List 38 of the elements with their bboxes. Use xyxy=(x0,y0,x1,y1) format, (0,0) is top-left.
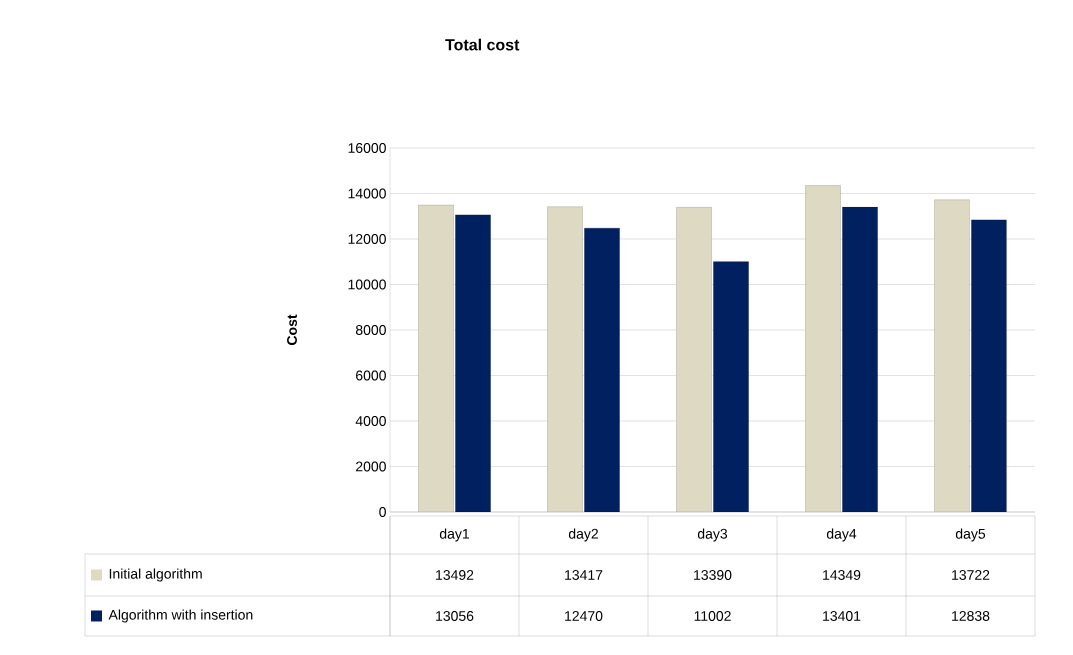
bar xyxy=(547,206,583,512)
bar xyxy=(584,228,620,512)
data-label: 13056 xyxy=(436,611,474,621)
x-tick-label: day3 xyxy=(697,528,728,542)
y-tick-label: 4000 xyxy=(355,416,386,426)
data-label: 14349 xyxy=(823,570,861,580)
y-tick-label: 16000 xyxy=(348,143,386,153)
data-label: 13417 xyxy=(565,570,603,580)
data-label: 12838 xyxy=(952,611,990,621)
y-axis-title: Cost xyxy=(287,314,297,345)
x-tick-label: day1 xyxy=(439,528,469,542)
y-tick-label: 10000 xyxy=(348,279,386,290)
bar xyxy=(418,204,454,512)
bar xyxy=(842,206,878,512)
y-tick-label: 2000 xyxy=(356,461,386,472)
data-label: 13492 xyxy=(436,570,474,580)
y-tick-label: 0 xyxy=(379,507,386,517)
data-label: 11002 xyxy=(694,611,731,621)
data-label: 13722 xyxy=(952,570,990,580)
y-tick-label: 12000 xyxy=(348,234,386,244)
x-tick-label: day2 xyxy=(568,528,598,542)
chart-title: Total cost xyxy=(445,38,520,51)
legend-label: Algorithm with insertion xyxy=(108,609,253,623)
legend-label: Initial algorithm xyxy=(109,568,202,582)
bar xyxy=(455,214,491,512)
data-label: 13390 xyxy=(694,570,732,580)
y-tick-label: 6000 xyxy=(356,370,386,381)
bar xyxy=(934,199,970,512)
y-tick-label: 8000 xyxy=(355,325,386,335)
data-label: 12470 xyxy=(565,611,603,621)
x-tick-label: day5 xyxy=(955,528,986,542)
bar xyxy=(676,207,712,512)
bar xyxy=(971,219,1007,512)
data-label: 13401 xyxy=(823,611,861,621)
bar xyxy=(805,185,841,512)
y-tick-label: 14000 xyxy=(348,188,386,199)
x-tick-label: day4 xyxy=(826,528,857,542)
bar xyxy=(713,261,749,512)
